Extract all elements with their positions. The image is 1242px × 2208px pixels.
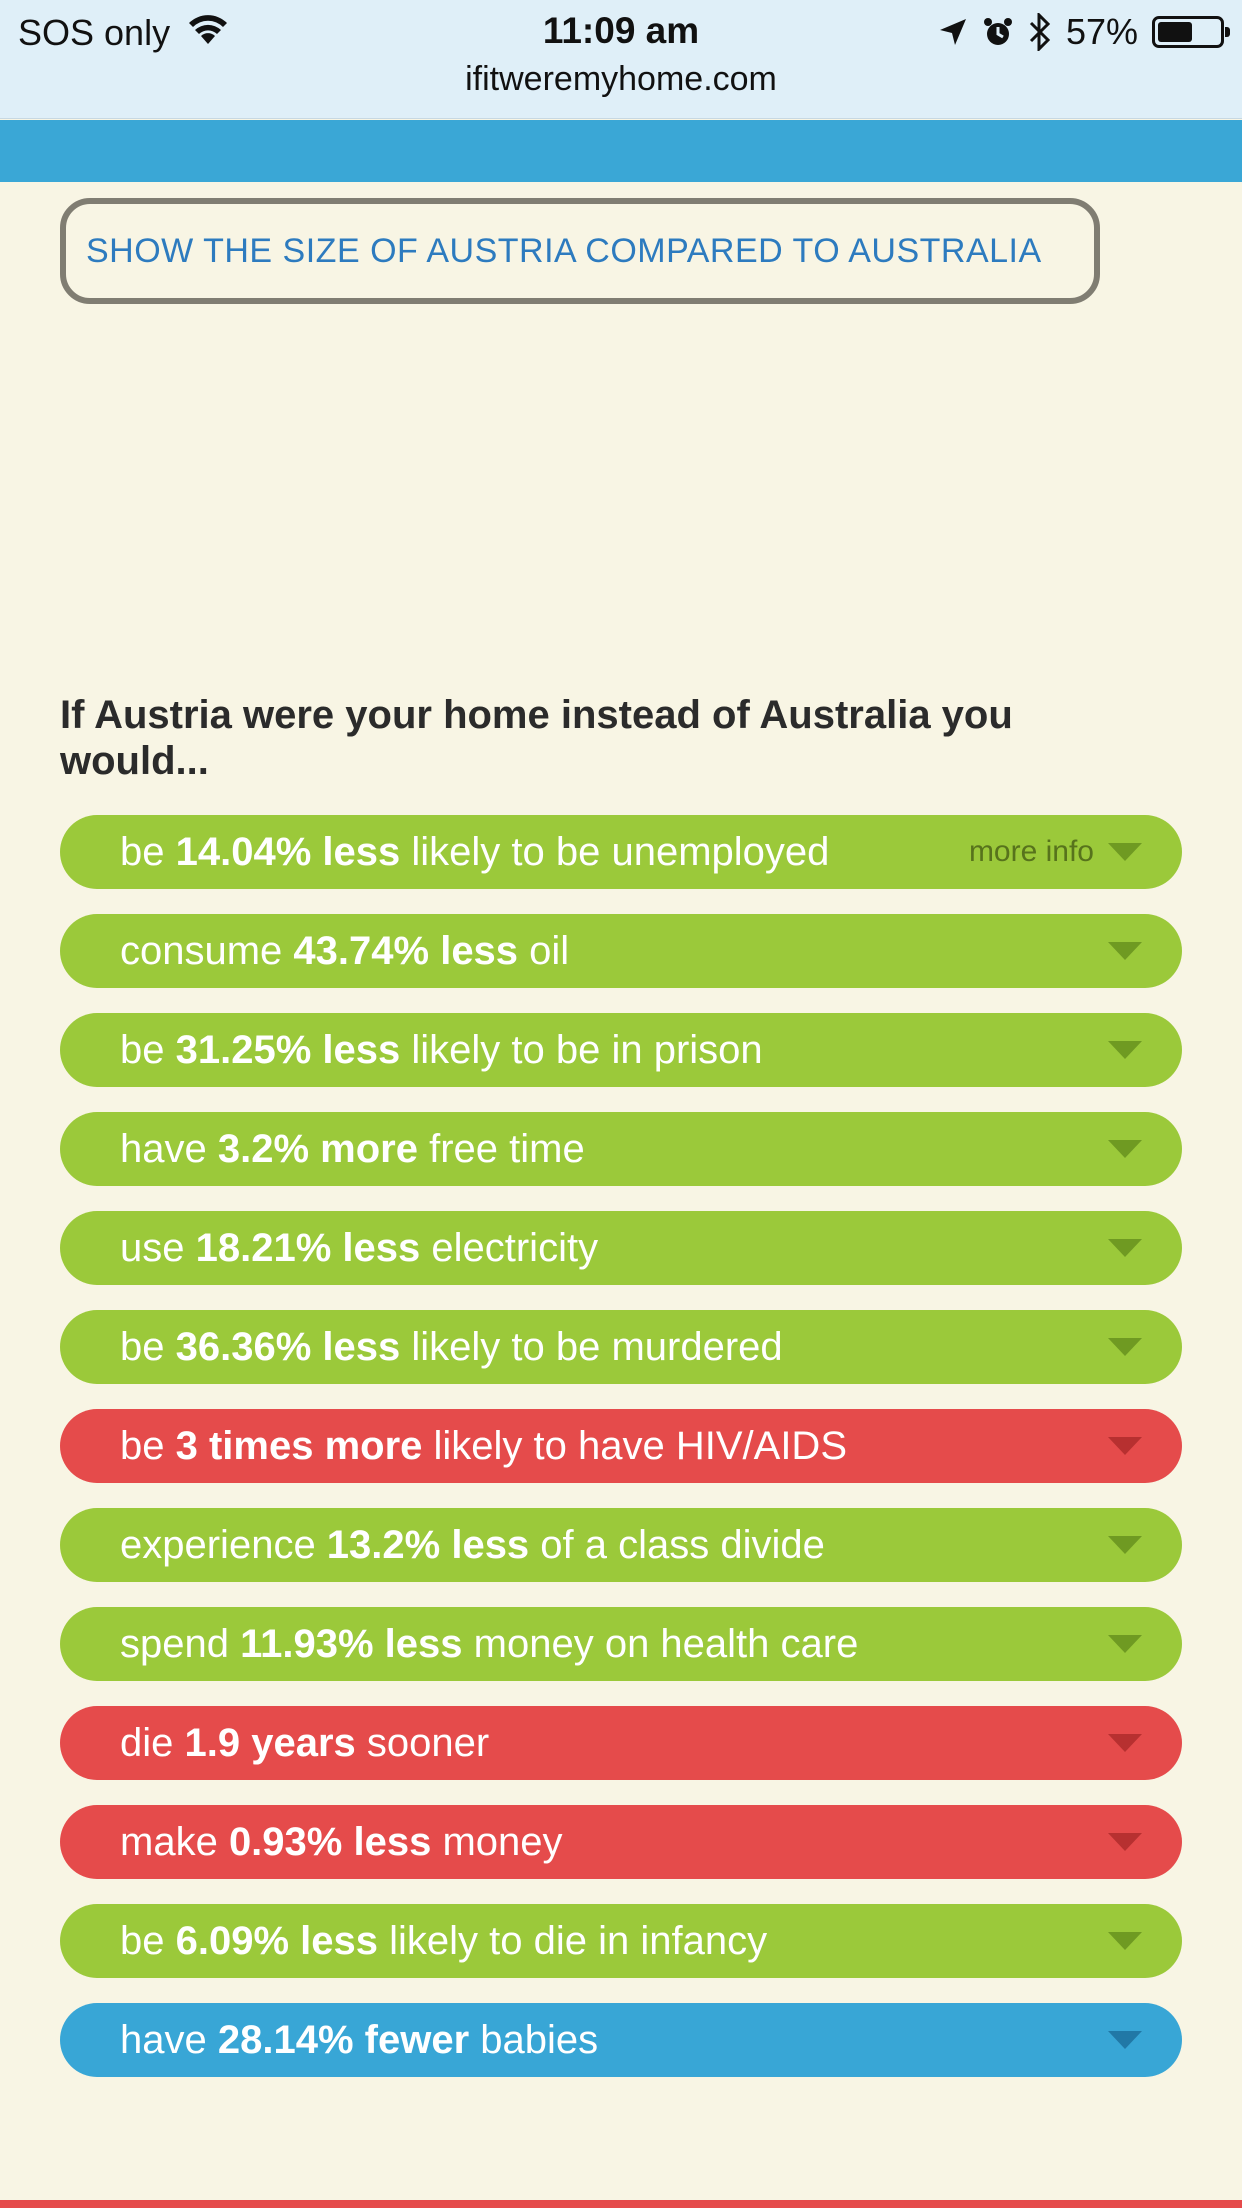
expand-caret-icon[interactable] <box>1108 1041 1142 1059</box>
battery-icon <box>1152 16 1230 48</box>
expand-caret-icon[interactable] <box>1108 1239 1142 1257</box>
fact-row[interactable]: have 3.2% more free time <box>60 1112 1182 1186</box>
fact-text: spend 11.93% less money on health care <box>120 1622 858 1667</box>
fact-text: be 14.04% less likely to be unemployed <box>120 830 829 875</box>
fact-text: use 18.21% less electricity <box>120 1226 598 1271</box>
fact-value: 18.21% less <box>195 1225 421 1270</box>
fact-text: be 31.25% less likely to be in prison <box>120 1028 763 1073</box>
fact-value: 31.25% less <box>175 1027 401 1072</box>
battery-fill <box>1158 22 1192 42</box>
bluetooth-icon <box>1029 13 1051 51</box>
fact-row[interactable]: have 28.14% fewer babies <box>60 2003 1182 2077</box>
fact-subject: of a class divide <box>529 1522 825 1567</box>
fact-value: 13.2% less <box>326 1522 530 1567</box>
fact-subject: likely to be unemployed <box>400 829 830 874</box>
fact-row[interactable]: consume 43.74% less oil <box>60 914 1182 988</box>
fact-subject: likely to be in prison <box>400 1027 763 1072</box>
fact-value: 3 times more <box>175 1423 423 1468</box>
fact-subject: likely to have HIV/AIDS <box>422 1423 848 1468</box>
expand-caret-icon[interactable] <box>1108 1437 1142 1455</box>
expand-caret-icon[interactable] <box>1108 942 1142 960</box>
fact-row[interactable]: spend 11.93% less money on health care <box>60 1607 1182 1681</box>
footer-band <box>0 2200 1242 2208</box>
fact-text: have 3.2% more free time <box>120 1127 585 1172</box>
fact-verb: experience <box>120 1522 327 1567</box>
fact-value: 0.93% less <box>228 1819 432 1864</box>
fact-subject: money on health care <box>462 1621 859 1666</box>
fact-verb: have <box>120 1126 218 1171</box>
fact-text: be 36.36% less likely to be murdered <box>120 1325 783 1370</box>
fact-text: die 1.9 years sooner <box>120 1721 489 1766</box>
fact-verb: be <box>120 829 176 874</box>
battery-percent: 57% <box>1065 11 1138 52</box>
fact-text: make 0.93% less money <box>120 1820 563 1865</box>
fact-subject: free time <box>417 1126 585 1171</box>
fact-value: 28.14% fewer <box>217 2017 470 2062</box>
fact-row[interactable]: be 31.25% less likely to be in prison <box>60 1013 1182 1087</box>
fact-verb: die <box>120 1720 185 1765</box>
fact-subject: sooner <box>355 1720 490 1765</box>
fact-row[interactable]: experience 13.2% less of a class divide <box>60 1508 1182 1582</box>
fact-value: 14.04% less <box>175 829 401 874</box>
location-arrow-icon <box>939 19 966 45</box>
fact-subject: babies <box>469 2017 599 2062</box>
fact-text: be 3 times more likely to have HIV/AIDS <box>120 1424 847 1469</box>
expand-caret-icon[interactable] <box>1108 2031 1142 2049</box>
more-info-link[interactable]: more info <box>968 835 1094 868</box>
fact-value: 1.9 years <box>184 1720 356 1765</box>
fact-value: 11.93% less <box>240 1621 463 1666</box>
fact-verb: be <box>120 1423 176 1468</box>
fact-verb: have <box>120 2017 218 2062</box>
expand-caret-icon[interactable] <box>1108 1338 1142 1356</box>
expand-caret-icon[interactable] <box>1108 1833 1142 1851</box>
carrier-label: SOS only <box>18 12 171 53</box>
fact-value: 3.2% more <box>217 1126 418 1171</box>
fact-verb: use <box>120 1225 196 1270</box>
fact-row[interactable]: die 1.9 years sooner <box>60 1706 1182 1780</box>
fact-text: be 6.09% less likely to die in infancy <box>120 1919 767 1964</box>
comparison-fact-list: be 14.04% less likely to be unemployed mo… <box>60 815 1182 2102</box>
status-time: 11:09 am <box>542 10 700 51</box>
fact-row[interactable]: be 36.36% less likely to be murdered <box>60 1310 1182 1384</box>
fact-subject: money <box>431 1819 563 1864</box>
address-bar-url[interactable]: ifitweremyhome.com <box>465 60 777 98</box>
fact-verb: make <box>120 1819 229 1864</box>
expand-caret-icon[interactable] <box>1108 843 1142 861</box>
wifi-icon <box>189 15 227 44</box>
fact-row[interactable]: be 14.04% less likely to be unemployed mo… <box>60 815 1182 889</box>
fact-row[interactable]: make 0.93% less money <box>60 1805 1182 1879</box>
browser-top-bar: SOS only 11:09 am 57% ifitweremyhome.com <box>0 0 1242 119</box>
comparison-intro-heading: If Austria were your home instead of Aus… <box>60 693 1013 783</box>
fact-row[interactable]: be 6.09% less likely to die in infancy <box>60 1904 1182 1978</box>
fact-verb: spend <box>120 1621 241 1666</box>
fact-subject: oil <box>518 928 570 973</box>
fact-verb: be <box>120 1027 176 1072</box>
fact-text: have 28.14% fewer babies <box>120 2018 598 2063</box>
fact-row[interactable]: use 18.21% less electricity <box>60 1211 1182 1285</box>
fact-row[interactable]: be 3 times more likely to have HIV/AIDS <box>60 1409 1182 1483</box>
status-right-cluster: 57% <box>938 10 1230 54</box>
expand-caret-icon[interactable] <box>1108 1140 1142 1158</box>
expand-caret-icon[interactable] <box>1108 1635 1142 1653</box>
fact-value: 6.09% less <box>175 1918 378 1963</box>
alarm-icon <box>983 18 1012 45</box>
battery-nub <box>1225 27 1230 37</box>
fact-verb: be <box>120 1324 176 1369</box>
fact-subject: electricity <box>420 1225 599 1270</box>
site-header-band <box>0 120 1242 182</box>
fact-verb: consume <box>120 928 294 973</box>
fact-subject: likely to die in infancy <box>378 1918 768 1963</box>
fact-text: consume 43.74% less oil <box>120 929 569 974</box>
fact-verb: be <box>120 1918 176 1963</box>
fact-value: 43.74% less <box>293 928 519 973</box>
fact-subject: likely to be murdered <box>400 1324 783 1369</box>
expand-caret-icon[interactable] <box>1108 1932 1142 1950</box>
expand-caret-icon[interactable] <box>1108 1536 1142 1554</box>
fact-value: 36.36% less <box>175 1324 401 1369</box>
fact-text: experience 13.2% less of a class divide <box>120 1523 825 1568</box>
expand-caret-icon[interactable] <box>1108 1734 1142 1752</box>
show-size-compare-button[interactable]: SHOW THE SIZE OF AUSTRIA COMPARED TO AUS… <box>60 198 1100 304</box>
